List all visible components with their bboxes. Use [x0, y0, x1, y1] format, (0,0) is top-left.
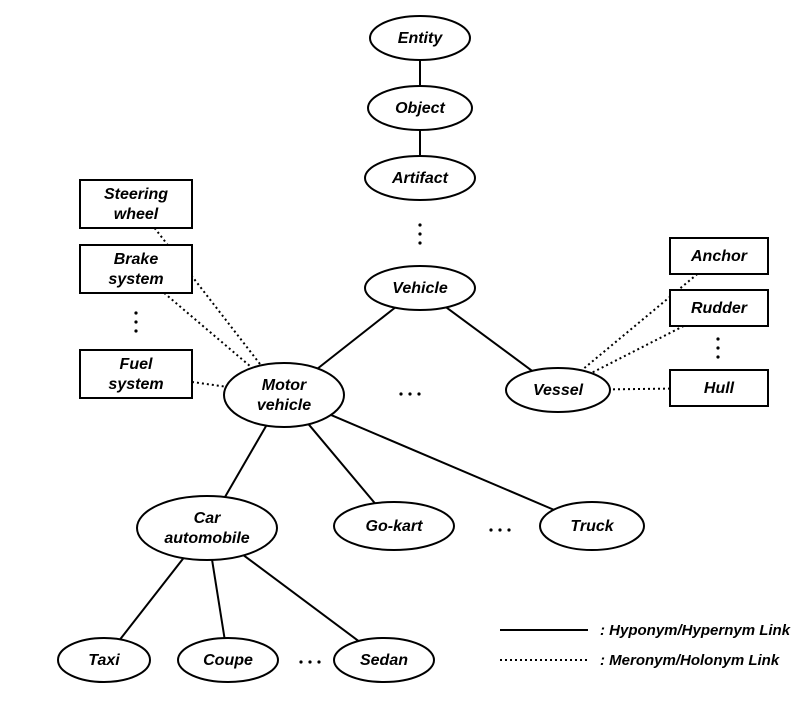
node-steering: Steering wheel [80, 180, 192, 228]
node-rudder: Rudder [670, 290, 768, 326]
node-label-rudder: Rudder [691, 300, 748, 317]
semantic-network-diagram: Entity Object Artifact Vehicle Motor vehicle V… [0, 0, 811, 719]
edge-car-coupe [212, 560, 224, 638]
edge-car-sedan [244, 555, 359, 641]
edge-car-taxi [120, 558, 183, 639]
node-label-steering: Steering [104, 186, 168, 203]
edge-motorvehicle-car [225, 426, 266, 497]
node-object: Object [368, 86, 472, 130]
edge-fuel-motorvehicle [192, 382, 226, 387]
edge-rudder-vessel [591, 326, 683, 373]
edge-vehicle-vessel [446, 307, 532, 371]
edge-vehicle-motorvehicle [318, 308, 395, 369]
node-label-brake: Brake [114, 251, 159, 268]
node-hull: Hull [670, 370, 768, 406]
node-label-vehicle: Vehicle [392, 280, 448, 297]
ellipsis-4 [489, 528, 510, 531]
node-car: Car automobile [137, 496, 277, 560]
svg-text:system: system [108, 376, 163, 393]
svg-text:automobile: automobile [164, 530, 249, 547]
edge-motorvehicle-gokart [309, 424, 375, 503]
edge-motorvehicle-truck [331, 415, 554, 510]
node-taxi: Taxi [58, 638, 150, 682]
node-coupe: Coupe [178, 638, 278, 682]
node-vessel: Vessel [506, 368, 610, 412]
node-brake: Brake system [80, 245, 192, 293]
node-label-motorvehicle: Motor [262, 377, 307, 394]
legend: : Hyponym/Hypernym Link : Meronym/Holonym… [500, 622, 791, 669]
svg-text:vehicle: vehicle [257, 397, 311, 414]
node-label-entity: Entity [398, 30, 444, 47]
ellipsis-5 [299, 660, 320, 663]
node-label-fuel: Fuel [120, 356, 153, 373]
ellipsis-2 [716, 337, 719, 358]
node-fuel: Fuel system [80, 350, 192, 398]
ellipsis-0 [418, 223, 421, 244]
ellipsis-1 [134, 311, 137, 332]
node-label-vessel: Vessel [533, 382, 584, 399]
node-gokart: Go-kart [334, 502, 454, 550]
node-truck: Truck [540, 502, 644, 550]
svg-text:wheel: wheel [114, 206, 159, 223]
svg-text:system: system [108, 271, 163, 288]
node-label-coupe: Coupe [203, 652, 253, 669]
legend-label-dotted: : Meronym/Holonym Link [600, 652, 780, 669]
node-anchor: Anchor [670, 238, 768, 274]
node-artifact: Artifact [365, 156, 475, 200]
edge-hull-vessel [610, 389, 670, 390]
node-label-anchor: Anchor [690, 248, 748, 265]
node-label-sedan: Sedan [360, 652, 408, 669]
node-entity: Entity [370, 16, 470, 60]
node-motorvehicle: Motor vehicle [224, 363, 344, 427]
node-vehicle: Vehicle [365, 266, 475, 310]
node-label-car: Car [194, 510, 221, 527]
node-label-taxi: Taxi [88, 652, 120, 669]
node-label-gokart: Go-kart [366, 518, 424, 535]
node-label-artifact: Artifact [391, 170, 449, 187]
ellipsis-3 [399, 392, 420, 395]
node-label-object: Object [395, 100, 445, 117]
node-sedan: Sedan [334, 638, 434, 682]
legend-label-solid: : Hyponym/Hypernym Link [600, 622, 791, 639]
node-label-truck: Truck [570, 518, 614, 535]
node-label-hull: Hull [704, 380, 735, 397]
